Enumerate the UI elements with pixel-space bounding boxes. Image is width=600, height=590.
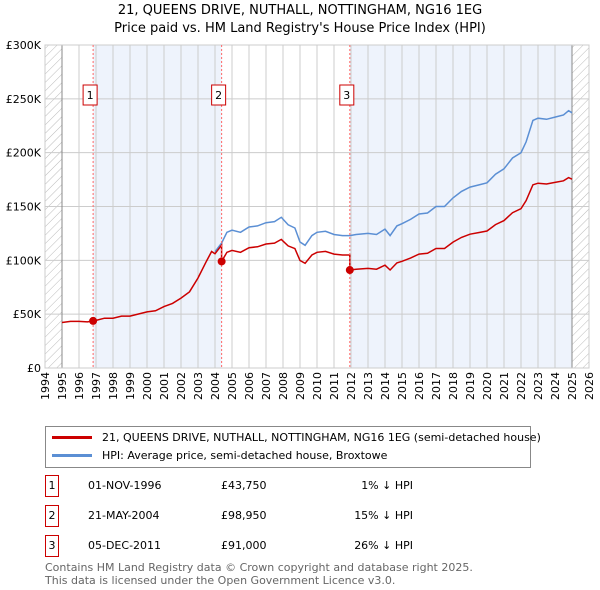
x-tick-label: 2018 [447,372,460,400]
sale-row: 2 21-MAY-2004 £98,950 15% ↓ HPI [45,505,445,527]
sale-point [217,257,226,266]
property-line [61,176,573,324]
y-tick-label: £250K [6,93,42,106]
sale-marker-label: 1 [87,89,94,102]
x-tick-label: 2005 [226,372,239,400]
x-tick-label: 2015 [396,372,409,400]
y-tick-label: £100K [6,254,42,267]
legend-hpi: HPI: Average price, semi-detached house,… [102,449,388,462]
footer: Contains HM Land Registry data © Crown c… [45,561,473,587]
x-tick-label: 2010 [311,372,324,400]
legend-property: 21, QUEENS DRIVE, NUTHALL, NOTTINGHAM, N… [102,431,541,444]
chart-title: 21, QUEENS DRIVE, NUTHALL, NOTTINGHAM, N… [0,2,600,38]
x-tick-label: 2011 [328,372,341,400]
x-tick-label: 2014 [379,372,392,400]
x-tick-label: 1994 [39,372,52,400]
x-tick-label: 2021 [498,372,511,400]
legend: 21, QUEENS DRIVE, NUTHALL, NOTTINGHAM, N… [45,426,541,468]
x-tick-label: 1998 [107,372,120,400]
x-tick-label: 1995 [56,372,69,400]
x-tick-label: 2001 [158,372,171,400]
hpi-line-swatch [52,454,92,457]
y-tick-label: £200K [6,147,42,160]
x-tick-label: 2003 [192,372,205,400]
x-tick-label: 2012 [345,372,358,400]
property-line-swatch [52,436,92,439]
x-tick-label: 2009 [294,372,307,400]
sale-point [345,266,354,275]
sale-marker-box [211,84,227,106]
x-tick-label: 2024 [549,372,562,400]
sale-marker-box [339,84,355,106]
title-line: 21, QUEENS DRIVE, NUTHALL, NOTTINGHAM, N… [117,3,483,18]
sale-number: 3 [45,535,59,557]
sale-row: 3 05-DEC-2011 £91,000 26% ↓ HPI [45,535,445,557]
x-tick-label: 2002 [175,372,188,400]
sale-number: 2 [45,505,59,527]
x-tick-label: 1997 [90,372,103,400]
x-tick-label: 2025 [566,372,579,400]
sale-price: £43,750 [221,479,267,492]
y-tick-label: £300K [6,39,42,52]
sale-hpi-diff: 26% ↓ HPI [354,539,413,552]
x-tick-label: 2026 [583,372,596,400]
hpi-line [214,109,573,253]
footer-line1: Contains HM Land Registry data © Crown c… [45,561,473,574]
x-tick-label: 2013 [362,372,375,400]
sale-number: 1 [45,475,59,497]
sale-date: 01-NOV-1996 [88,479,162,492]
subtitle-line: Price paid vs. HM Land Registry's House … [114,21,486,36]
x-tick-label: 2017 [430,372,443,400]
y-tick-label: £50K [13,308,42,321]
plot-frame [44,44,590,369]
x-tick-label: 2006 [243,372,256,400]
y-tick-label: £150K [6,201,42,214]
sale-point [89,316,98,325]
sale-date: 05-DEC-2011 [88,539,162,552]
price-chart: 1994 1995 1996 1997 1998 1999 2000 2001 2002 2003… [6,39,596,400]
sale-price: £98,950 [221,509,267,522]
x-tick-label: 1999 [124,372,137,400]
sale-marker-box [82,84,98,106]
sale-price: £91,000 [221,539,267,552]
x-tick-label: 2023 [532,372,545,400]
sale-hpi-diff: 15% ↓ HPI [354,509,413,522]
sale-date: 21-MAY-2004 [88,509,160,522]
sale-row: 1 01-NOV-1996 £43,750 1% ↓ HPI [45,475,445,497]
sale-hpi-diff: 1% ↓ HPI [361,479,413,492]
x-tick-label: 2004 [209,372,222,400]
x-tick-label: 1996 [73,372,86,400]
x-tick-label: 2000 [141,372,154,400]
x-tick-label: 2007 [260,372,273,400]
x-tick-label: 2016 [413,372,426,400]
footer-line2: This data is licensed under the Open Gov… [45,574,396,587]
sale-marker-label: 2 [215,89,222,102]
x-tick-label: 2008 [277,372,290,400]
sale-marker-label: 3 [343,89,350,102]
y-tick-label: £0 [27,362,41,375]
x-tick-label: 2022 [515,372,528,400]
x-tick-label: 2020 [481,372,494,400]
x-tick-label: 2019 [464,372,477,400]
